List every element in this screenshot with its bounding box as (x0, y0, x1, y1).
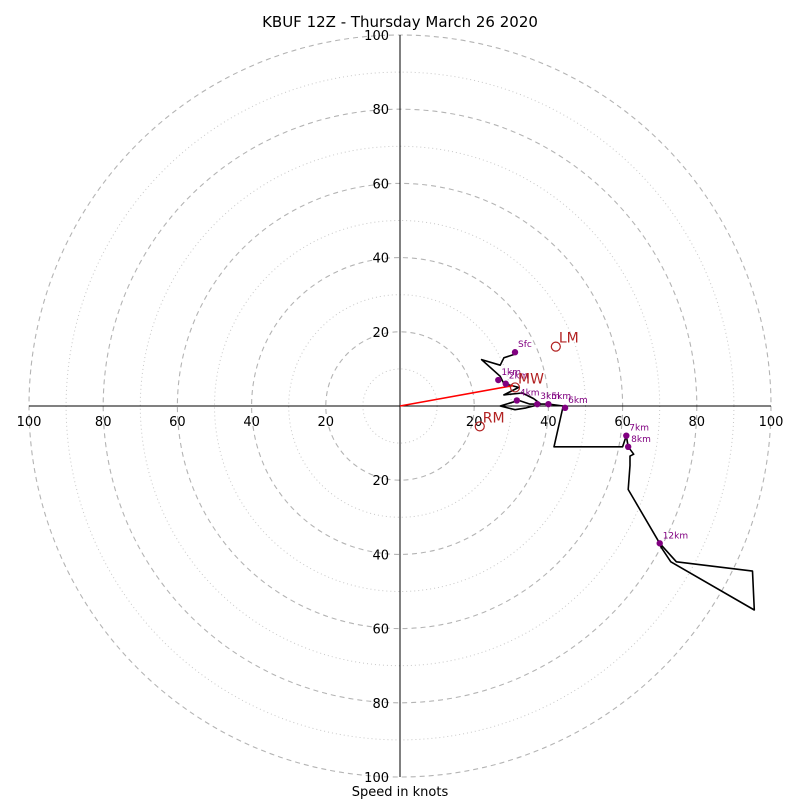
height-label-6km: 6km (568, 396, 588, 406)
chart-title: KBUF 12Z - Thursday March 26 2020 (262, 13, 538, 31)
height-point-7km (623, 432, 630, 439)
height-label-4km: 4km (520, 388, 540, 398)
height-label-8km: 8km (631, 435, 651, 445)
y-tick-up-20: 20 (372, 326, 389, 341)
y-tick-down-80: 80 (372, 697, 389, 712)
height-label-1km: 1km (501, 368, 521, 378)
motion-marker-mw (509, 382, 521, 393)
x-tick-left-40: 40 (243, 415, 260, 430)
motion-label-lm: LM (559, 331, 579, 347)
y-tick-down-100: 100 (364, 771, 389, 786)
height-point-1km (495, 376, 502, 384)
x-tick-left-100: 100 (17, 415, 42, 430)
height-label-2km: 2km (509, 372, 529, 382)
shear-vector (399, 384, 514, 407)
y-tick-up-60: 60 (372, 177, 389, 192)
x-tick-right-40: 40 (540, 415, 557, 430)
motion-label-mw: MW (518, 371, 544, 387)
shear-vector-layer (399, 384, 514, 407)
x-tick-right-20: 20 (466, 415, 483, 430)
motion-marker-lm (550, 341, 561, 352)
y-tick-up-40: 40 (372, 252, 389, 267)
x-tick-right-60: 60 (614, 415, 631, 430)
y-tick-down-40: 40 (372, 548, 389, 563)
height-point-3km (534, 400, 541, 408)
height-label-sfc: Sfc (518, 340, 532, 350)
height-point-8km (624, 443, 632, 451)
motion-marker-rm (474, 421, 485, 432)
height-point-5km (545, 400, 552, 408)
height-label-12km: 12km (663, 531, 688, 541)
height-point-12km (656, 540, 663, 547)
motion-label-rm: RM (483, 410, 505, 426)
height-point-4km (513, 397, 521, 404)
height-point-sfc (511, 349, 519, 356)
x-tick-left-60: 60 (169, 415, 186, 430)
height-point-2km (502, 380, 509, 387)
height-label-7km: 7km (629, 424, 649, 434)
storm-motion-layer: LM MW RM (474, 331, 579, 432)
height-label-3km: 3km (540, 392, 560, 402)
height-point-6km (561, 404, 569, 412)
y-tick-up-80: 80 (372, 103, 389, 118)
y-tick-up-100: 100 (364, 29, 389, 44)
x-tick-right-80: 80 (689, 415, 706, 430)
height-label-5km: 5km (551, 392, 571, 402)
y-tick-down-60: 60 (372, 623, 389, 638)
y-tick-down-20: 20 (372, 474, 389, 489)
x-tick-left-80: 80 (95, 415, 112, 430)
x-tick-right-100: 100 (759, 415, 784, 430)
tick-labels: 100 80 60 40 20 20 40 60 80 100204060801002040608… (17, 29, 784, 786)
x-axis-label: Speed in knots (352, 785, 449, 800)
x-tick-left-20: 20 (318, 415, 335, 430)
